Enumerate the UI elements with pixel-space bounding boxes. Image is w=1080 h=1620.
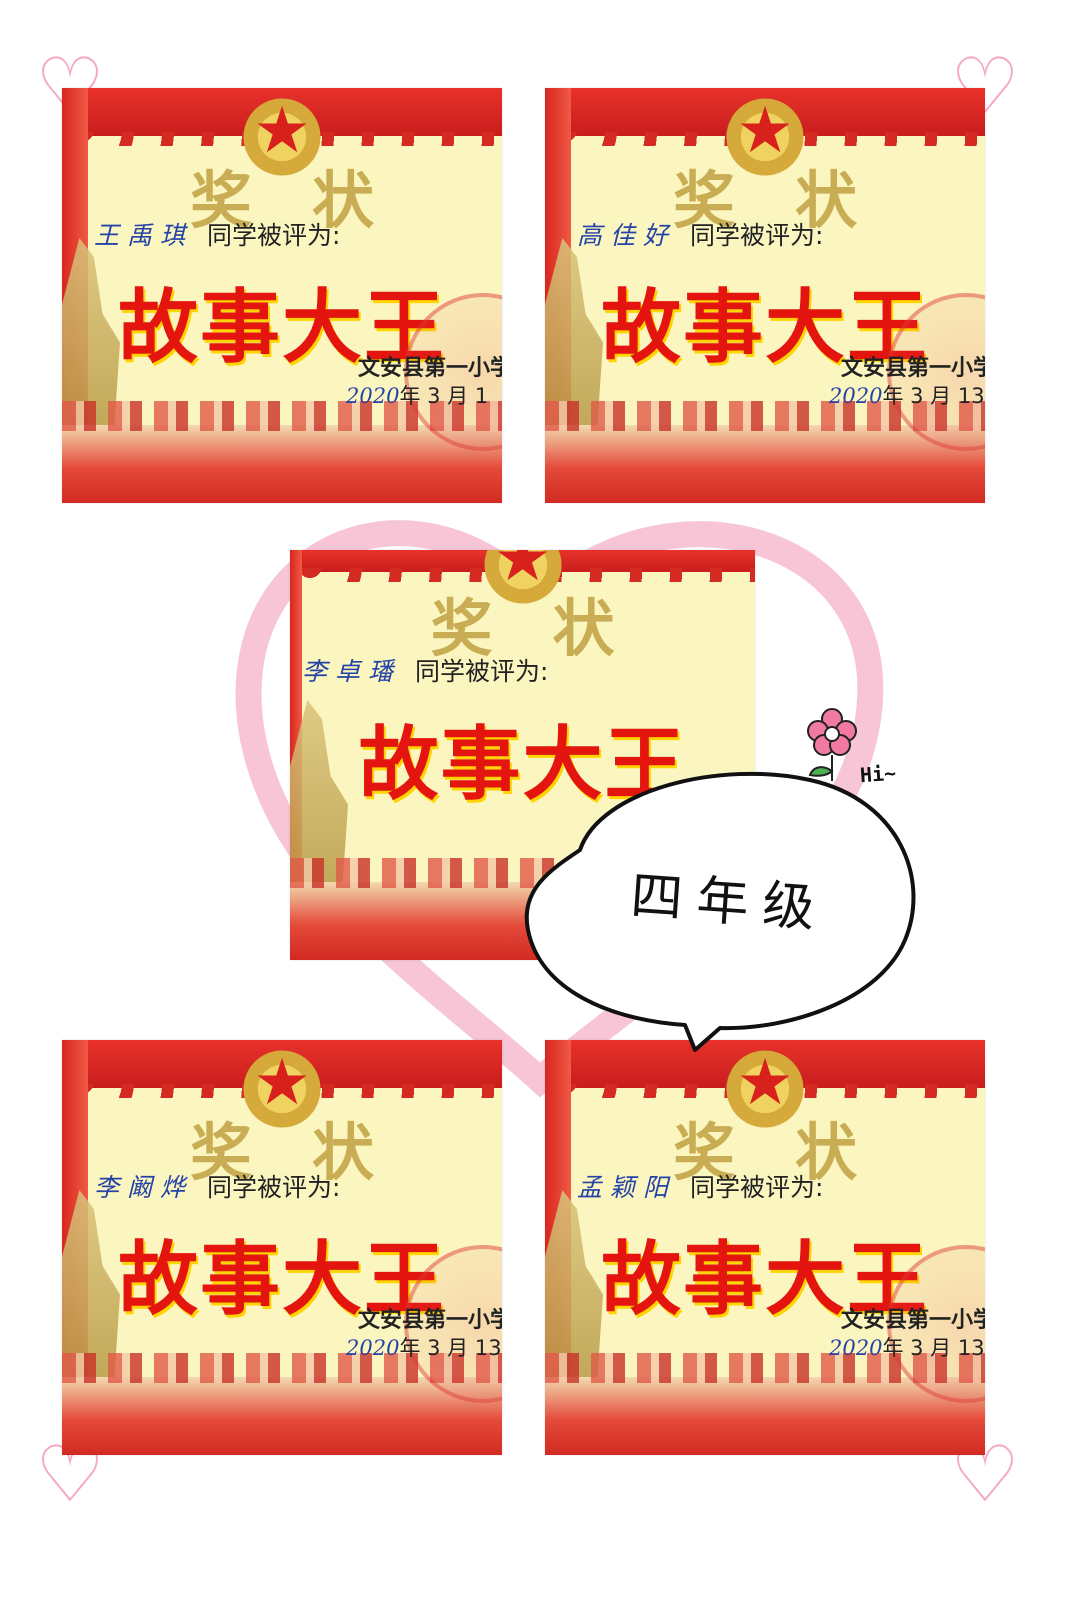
school-name: 文安县第一小学 (358, 1308, 502, 1333)
certificate-title: 奖状 (189, 1116, 434, 1189)
student-line: 李卓璠 同学被评为: (302, 652, 548, 688)
student-signature: 王禹琪 (94, 221, 194, 250)
student-line: 王禹琪 同学被评为: (94, 216, 340, 252)
bottom-illustration-band (545, 401, 985, 503)
award-name: 故事大王 (358, 718, 687, 811)
award-date: 2020年 3 月 13 (829, 1336, 985, 1360)
award-phrase: 同学被评为: (690, 221, 824, 250)
award-phrase: 同学被评为: (207, 221, 341, 250)
student-line: 高佳好 同学被评为: (577, 216, 823, 252)
award-phrase: 同学被评为: (690, 1173, 824, 1202)
award-phrase: 同学被评为: (207, 1173, 341, 1202)
student-signature: 孟颖阳 (577, 1173, 677, 1202)
school-name: 文安县第一小学 (841, 1308, 985, 1333)
student-signature: 李阚烨 (94, 1173, 194, 1202)
certificate-title: 奖状 (672, 164, 917, 237)
star-emblem-icon (237, 92, 327, 182)
hi-sticker-text: Hi~ (859, 760, 897, 788)
student-signature: 李卓璠 (302, 657, 402, 686)
star-emblem-icon (720, 92, 810, 182)
student-line: 孟颖阳 同学被评为: (577, 1168, 823, 1204)
school-name: 文安县第一小学 (841, 356, 985, 381)
certificate-title: 奖状 (189, 164, 434, 237)
star-emblem-icon (237, 1044, 327, 1134)
award-date: 2020年 3 月 13 (346, 1336, 502, 1360)
speech-bubble: 四年级 (520, 760, 930, 1060)
award-date: 2020年 3 月 1 (346, 384, 489, 408)
student-signature: 高佳好 (577, 221, 677, 250)
certificate-title: 奖状 (672, 1116, 917, 1189)
award-name: 故事大王 (601, 281, 929, 374)
award-date: 2020年 3 月 13 (829, 384, 985, 408)
award-phrase: 同学被评为: (415, 657, 549, 686)
flower-icon (807, 708, 857, 781)
certificate-title: 奖状 (430, 592, 675, 665)
speech-bubble-shape (524, 771, 916, 1052)
award-name: 故事大王 (601, 1233, 929, 1326)
bottom-illustration-band (62, 401, 502, 503)
star-emblem-icon (720, 1044, 810, 1134)
award-name: 故事大王 (118, 1233, 446, 1326)
award-name: 故事大王 (118, 281, 446, 374)
bottom-illustration-band (545, 1353, 985, 1455)
school-name: 文安县第一小学 (358, 356, 502, 381)
student-line: 李阚烨 同学被评为: (94, 1168, 340, 1204)
bottom-illustration-band (62, 1353, 502, 1455)
